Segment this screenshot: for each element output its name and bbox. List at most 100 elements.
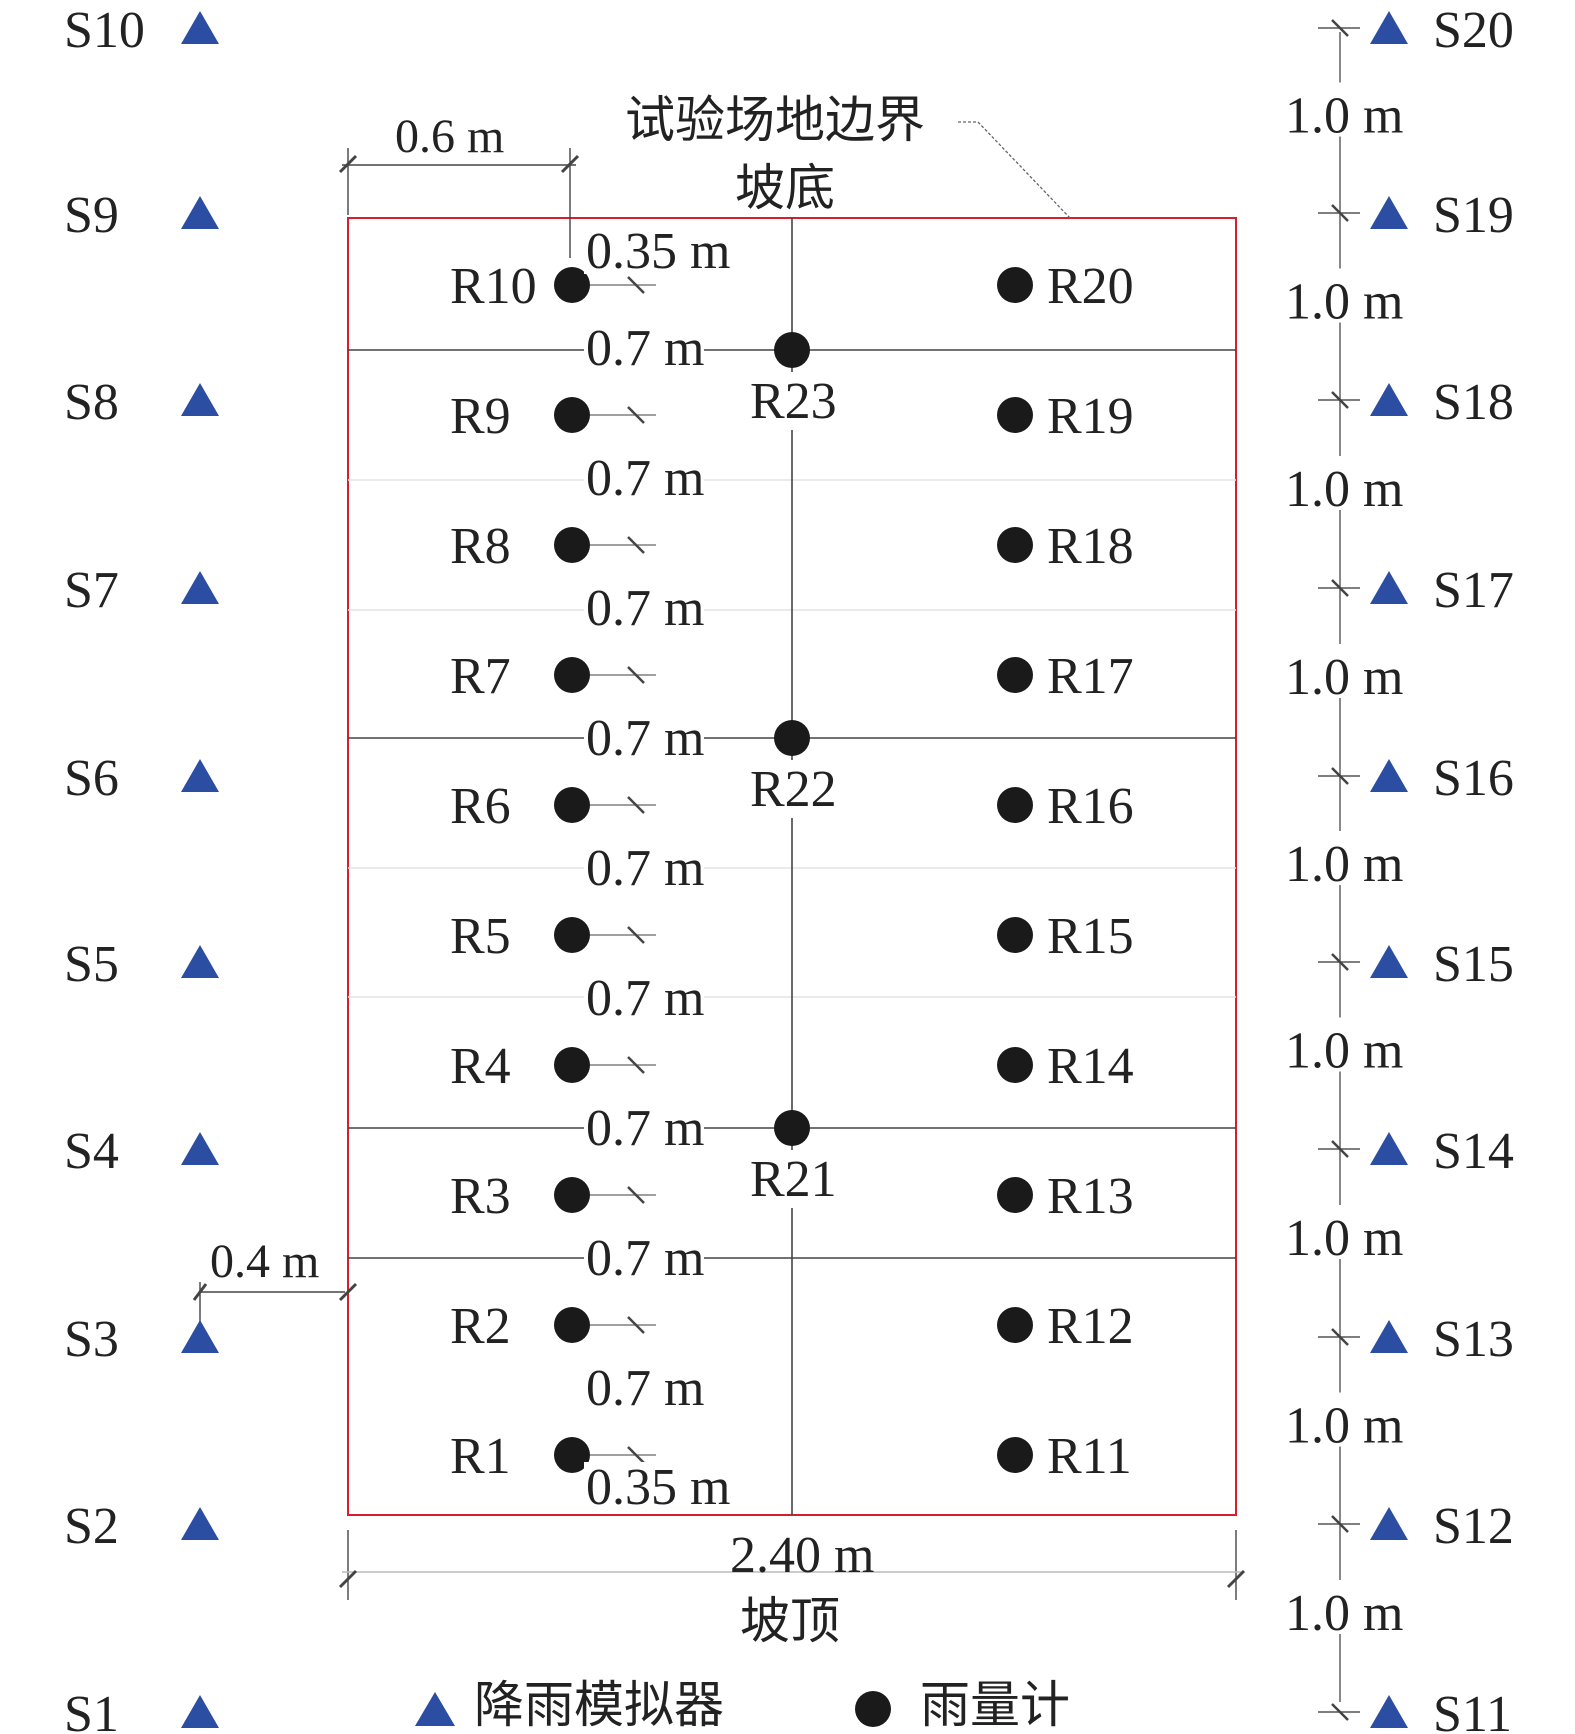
simulator-triangle-left	[181, 196, 219, 229]
simulator-label-left: S6	[64, 750, 119, 807]
simulator-triangle-right	[1370, 1132, 1408, 1165]
left-gauges: R10 R9 R8 R7 R6 R5 R4 R3 R2 R1	[450, 258, 590, 1485]
simulator-triangle-left	[181, 571, 219, 604]
legend-gauge-label: 雨量计	[920, 1676, 1070, 1734]
simulator-label-left: S1	[64, 1686, 119, 1734]
row-dimension-tick	[627, 926, 645, 944]
main-internal-lines	[348, 218, 1236, 1515]
simulator-spacing-label: 1.0 m	[1285, 1023, 1403, 1080]
row-spacing-label: 0.7 m	[586, 320, 704, 377]
width-label: 2.40 m	[730, 1527, 874, 1584]
simulator-triangle-right	[1370, 759, 1408, 792]
gauge-label-right: R14	[1047, 1038, 1134, 1095]
simulator-label-left: S9	[64, 187, 119, 244]
gauge-label-center: R22	[750, 761, 837, 818]
gauge-label-right: R20	[1047, 258, 1134, 315]
row-spacing-label: 0.7 m	[586, 1360, 704, 1417]
legend-simulator-icon	[415, 1692, 455, 1726]
gauge-dot-left	[554, 267, 590, 303]
gauge-dot-right	[997, 657, 1033, 693]
row-dimension-tick	[627, 666, 645, 684]
simulator-dimension-tick	[1331, 1515, 1349, 1533]
simulator-label-left: S8	[64, 374, 119, 431]
simulator-label-right: S18	[1433, 374, 1514, 431]
simulator-triangle-left	[181, 11, 219, 44]
right-spacing-labels: 1.0 m 1.0 m 1.0 m 1.0 m 1.0 m 1.0 m 1.0 m 1.0 m…	[1284, 82, 1403, 1642]
row-spacing-label: 0.7 m	[586, 1100, 704, 1157]
gauge-label-right: R15	[1047, 908, 1134, 965]
row-dimension-tick	[627, 1186, 645, 1204]
simulator-label-left: S7	[64, 562, 119, 619]
simulator-triangle-left	[181, 1695, 219, 1728]
row-spacing-label: 0.7 m	[586, 580, 704, 637]
row-spacing-labels: 0.35 m 0.35 m 0.7 m 0.7 m 0.7 m 0.7 m 0.7 m 0.7…	[584, 222, 734, 1516]
gauge-label-right: R18	[1047, 518, 1134, 575]
simulator-label-right: S12	[1433, 1498, 1514, 1555]
simulator-dimension-tick	[1331, 1140, 1349, 1158]
gauge-dot-right	[997, 267, 1033, 303]
simulator-triangle-left	[181, 945, 219, 978]
simulator-dimension-tick	[1331, 1328, 1349, 1346]
simulator-spacing-label: 1.0 m	[1285, 836, 1403, 893]
edge-spacing-label-bottom: 0.35 m	[586, 1459, 730, 1516]
gauge-dot-right	[997, 397, 1033, 433]
row-spacing-label: 0.7 m	[586, 1230, 704, 1287]
simulator-label-right: S15	[1433, 936, 1514, 993]
row-dimension-tick	[627, 536, 645, 554]
gauge-dot-left	[554, 1177, 590, 1213]
simulator-triangle-right	[1370, 196, 1408, 229]
row-dimension-tick	[627, 276, 645, 294]
edge-spacing-label-top: 0.35 m	[586, 223, 730, 280]
simulator-dimension-tick	[1331, 767, 1349, 785]
gauge-label-right: R11	[1047, 1428, 1132, 1485]
simulator-triangle-left	[181, 1132, 219, 1165]
row-spacing-label: 0.7 m	[586, 710, 704, 767]
gauge-label-left: R2	[450, 1298, 511, 1355]
sim-offset-label: 0.4 m	[210, 1235, 319, 1288]
gauge-label-right: R13	[1047, 1168, 1134, 1225]
gauge-label-right: R12	[1047, 1298, 1134, 1355]
simulator-triangle-right	[1370, 383, 1408, 416]
simulator-label-right: S13	[1433, 1311, 1514, 1368]
gauge-dot-left	[554, 657, 590, 693]
row-spacing-label: 0.7 m	[586, 840, 704, 897]
simulator-triangle-right	[1370, 1695, 1408, 1728]
dim-0-6m	[338, 148, 580, 258]
gauge-dot-left	[554, 1047, 590, 1083]
gauge-label-left: R8	[450, 518, 511, 575]
simulator-triangle-right	[1370, 11, 1408, 44]
gauge-label-center: R23	[750, 373, 837, 430]
simulator-triangle-right	[1370, 1320, 1408, 1353]
gauge-label-left: R5	[450, 908, 511, 965]
simulator-label-left: S10	[64, 2, 145, 59]
row-dimension-tick	[627, 406, 645, 424]
gauge-dot-right	[997, 527, 1033, 563]
left-simulators: S10 S9 S8 S7 S6 S5 S4 S3 S2 S1	[64, 2, 219, 1734]
gauge-label-right: R19	[1047, 388, 1134, 445]
gauge-dot-center	[774, 332, 810, 368]
simulator-triangle-right	[1370, 1507, 1408, 1540]
simulator-label-right: S14	[1433, 1123, 1514, 1180]
gauge-dot-left	[554, 397, 590, 433]
row-spacing-label: 0.7 m	[586, 450, 704, 507]
dim-width	[338, 1530, 1246, 1600]
simulator-triangle-left	[181, 1507, 219, 1540]
simulator-label-right: S20	[1433, 2, 1514, 59]
simulator-dimension-tick	[1331, 204, 1349, 222]
simulator-spacing-label: 1.0 m	[1285, 649, 1403, 706]
gauge-dot-left	[554, 1307, 590, 1343]
simulator-label-right: S11	[1433, 1686, 1512, 1734]
boundary-label: 试验场地边界	[625, 91, 925, 149]
simulator-triangle-left	[181, 759, 219, 792]
simulator-spacing-label: 1.0 m	[1285, 274, 1403, 331]
simulator-dimension-tick	[1331, 579, 1349, 597]
simulator-label-right: S16	[1433, 750, 1514, 807]
gauge-label-center: R21	[750, 1151, 837, 1208]
gauge-label-left: R10	[450, 258, 537, 315]
simulator-spacing-label: 1.0 m	[1285, 1210, 1403, 1267]
boundary-leader-line	[958, 121, 1071, 219]
right-simulators: S20 S19 S18 S17 S16 S15 S14 S13 S12 S11	[1318, 2, 1514, 1734]
slope-bottom-label: 坡底	[735, 159, 835, 217]
row-spacing-label: 0.7 m	[586, 970, 704, 1027]
simulator-triangle-left	[181, 1320, 219, 1353]
